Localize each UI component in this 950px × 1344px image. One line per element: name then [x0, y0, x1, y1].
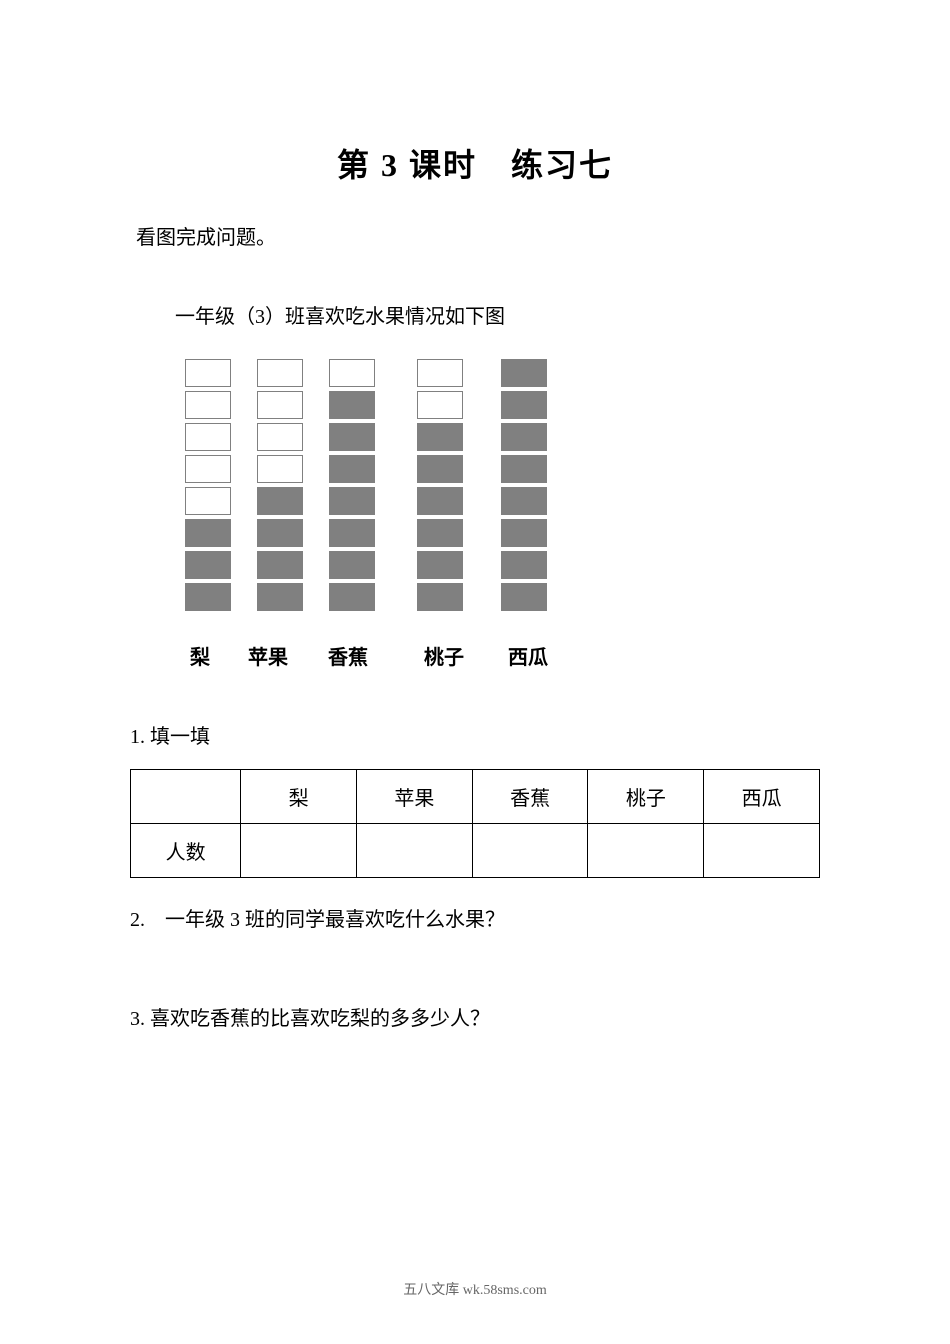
label-watermelon: 西瓜	[508, 641, 548, 670]
bar-cell-filled	[257, 551, 303, 579]
bar-cell-empty	[257, 391, 303, 419]
bar-cell-filled	[501, 551, 547, 579]
chart-x-labels: 梨 苹果 香蕉 桃子 西瓜	[190, 641, 820, 670]
bar-cell-filled	[329, 455, 375, 483]
bar-cell-filled	[417, 487, 463, 515]
bar-cell-filled	[257, 583, 303, 611]
bar-cell-empty	[185, 423, 231, 451]
bar-cell-filled	[257, 487, 303, 515]
bar-cell-filled	[329, 519, 375, 547]
label-apple: 苹果	[248, 641, 288, 670]
table-header-peach: 桃子	[588, 770, 704, 824]
bar-chart	[185, 359, 820, 611]
bar-cell-filled	[329, 391, 375, 419]
cell-banana	[472, 824, 588, 878]
cell-pear	[241, 824, 357, 878]
label-pear: 梨	[190, 641, 210, 670]
bar-cell-filled	[417, 455, 463, 483]
bar-cell-filled	[501, 359, 547, 387]
bar-cell-empty	[185, 487, 231, 515]
bar-cell-filled	[185, 583, 231, 611]
table-header-banana: 香蕉	[472, 770, 588, 824]
bar-cell-filled	[417, 583, 463, 611]
bar-cell-filled	[501, 583, 547, 611]
bar-cell-filled	[501, 391, 547, 419]
bar-cell-filled	[417, 551, 463, 579]
bar-column	[501, 359, 547, 611]
bar-cell-filled	[329, 423, 375, 451]
cell-peach	[588, 824, 704, 878]
footer-text: 五八文库 wk.58sms.com	[0, 1279, 950, 1299]
bar-cell-empty	[185, 391, 231, 419]
bar-cell-filled	[257, 519, 303, 547]
table-row: 人数	[131, 824, 820, 878]
table-header-apple: 苹果	[356, 770, 472, 824]
chart-wrapper	[185, 359, 820, 611]
bar-cell-filled	[501, 519, 547, 547]
bar-cell-filled	[329, 551, 375, 579]
bar-cell-filled	[329, 583, 375, 611]
bar-cell-filled	[501, 423, 547, 451]
chart-subtitle: 一年级（3）班喜欢吃水果情况如下图	[175, 300, 820, 329]
bar-cell-empty	[417, 359, 463, 387]
table-header-blank	[131, 770, 241, 824]
q2-text: 2. 一年级 3 班的同学最喜欢吃什么水果？	[130, 903, 820, 932]
bar-column	[417, 359, 463, 611]
label-peach: 桃子	[424, 641, 464, 670]
bar-cell-filled	[185, 519, 231, 547]
q1-label: 1. 填一填	[130, 720, 820, 749]
table-header-watermelon: 西瓜	[704, 770, 820, 824]
bar-cell-filled	[185, 551, 231, 579]
table-header-row: 梨 苹果 香蕉 桃子 西瓜	[131, 770, 820, 824]
bar-column	[185, 359, 231, 611]
bar-cell-empty	[257, 455, 303, 483]
instruction-text: 看图完成问题。	[136, 221, 820, 250]
bar-column	[329, 359, 375, 611]
bar-cell-empty	[257, 359, 303, 387]
bar-cell-filled	[501, 487, 547, 515]
cell-watermelon	[704, 824, 820, 878]
bar-cell-empty	[185, 455, 231, 483]
page-title: 第 3 课时 练习七	[130, 140, 820, 186]
q3-text: 3. 喜欢吃香蕉的比喜欢吃梨的多多少人？	[130, 1002, 820, 1031]
bar-cell-empty	[185, 359, 231, 387]
row-label-people: 人数	[131, 824, 241, 878]
bar-column	[257, 359, 303, 611]
answer-table: 梨 苹果 香蕉 桃子 西瓜 人数	[130, 769, 820, 878]
bar-cell-filled	[329, 487, 375, 515]
bar-cell-filled	[417, 519, 463, 547]
bar-cell-empty	[417, 391, 463, 419]
bar-cell-filled	[417, 423, 463, 451]
bar-cell-empty	[329, 359, 375, 387]
cell-apple	[356, 824, 472, 878]
bar-cell-filled	[501, 455, 547, 483]
bar-cell-empty	[257, 423, 303, 451]
table-header-pear: 梨	[241, 770, 357, 824]
label-banana: 香蕉	[328, 641, 368, 670]
